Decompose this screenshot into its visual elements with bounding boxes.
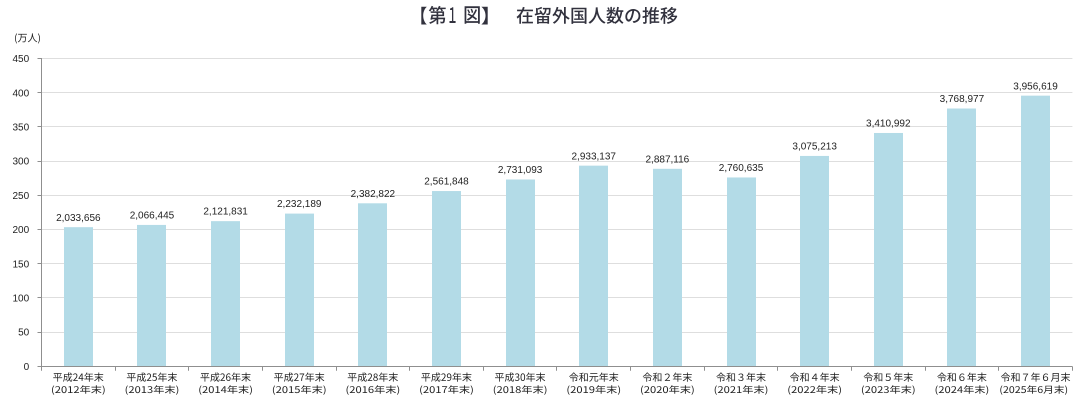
svg-text:3,768,977: 3,768,977 <box>940 94 985 105</box>
svg-text:300: 300 <box>13 157 30 168</box>
svg-text:3,956,619: 3,956,619 <box>1013 81 1058 92</box>
svg-text:3,075,213: 3,075,213 <box>792 142 837 153</box>
svg-text:2,121,831: 2,121,831 <box>203 207 248 218</box>
svg-text:450: 450 <box>13 54 30 65</box>
svg-text:2,033,656: 2,033,656 <box>56 213 101 224</box>
svg-text:250: 250 <box>13 191 30 202</box>
svg-text:200: 200 <box>13 225 30 236</box>
svg-text:350: 350 <box>13 122 30 133</box>
svg-text:2,760,635: 2,760,635 <box>719 163 764 174</box>
svg-text:2,232,189: 2,232,189 <box>277 199 322 210</box>
svg-text:2,887,116: 2,887,116 <box>646 154 690 165</box>
svg-text:3,410,992: 3,410,992 <box>866 119 911 130</box>
svg-text:2,066,445: 2,066,445 <box>130 211 175 222</box>
svg-text:50: 50 <box>18 328 30 339</box>
svg-text:2,731,093: 2,731,093 <box>498 165 543 176</box>
svg-text:2,382,822: 2,382,822 <box>351 189 396 200</box>
svg-text:2,933,137: 2,933,137 <box>572 151 617 162</box>
svg-text:400: 400 <box>13 88 30 99</box>
svg-text:0: 0 <box>24 362 30 373</box>
svg-text:150: 150 <box>13 259 30 270</box>
svg-text:2,561,848: 2,561,848 <box>424 177 469 188</box>
svg-text:100: 100 <box>13 293 30 304</box>
